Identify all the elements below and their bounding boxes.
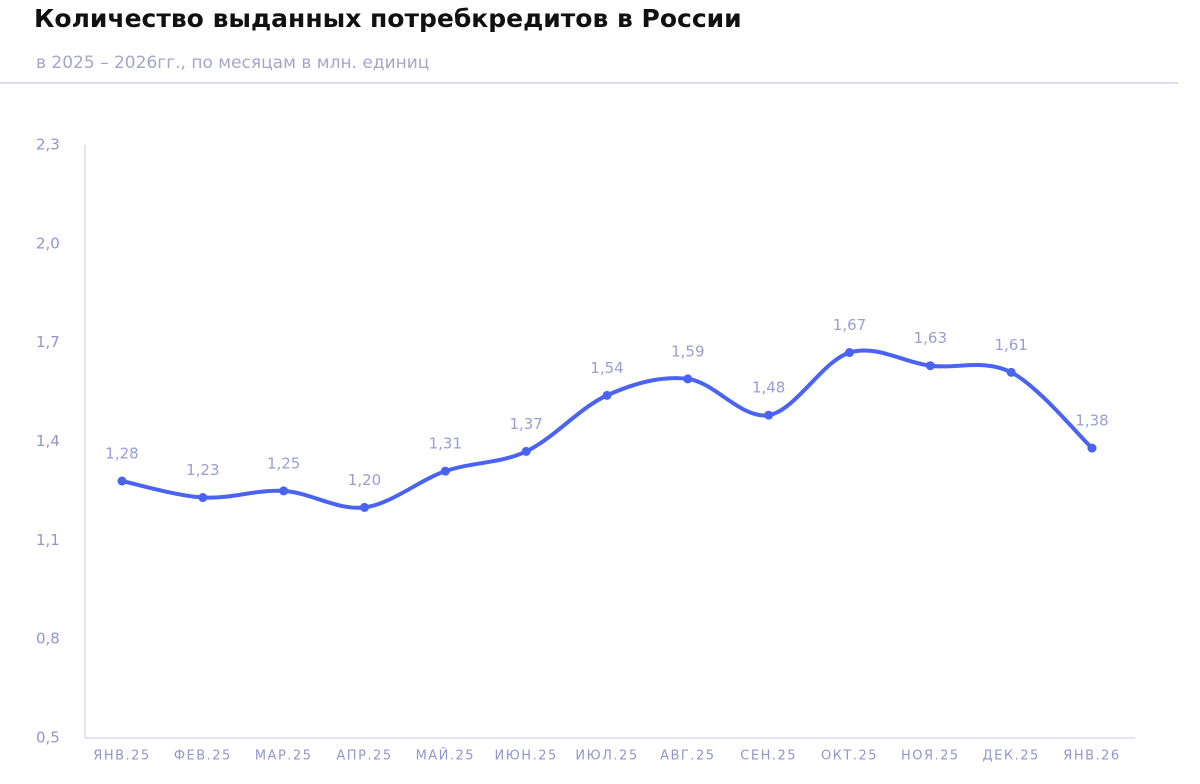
- x-tick-label: СЕН.25: [740, 749, 797, 764]
- value-label: 1,37: [509, 415, 542, 433]
- value-label: 1,63: [914, 329, 947, 347]
- y-tick-label: 0,5: [36, 729, 60, 747]
- x-tick-label: ЯНВ.26: [1063, 749, 1120, 764]
- value-label: 1,23: [186, 461, 219, 479]
- point: [1087, 443, 1097, 453]
- x-tick-label: НОЯ.25: [901, 749, 960, 764]
- y-tick-label: 2,0: [36, 234, 60, 252]
- y-tick-label: 1,4: [36, 432, 60, 450]
- x-tick-label: ИЮН.25: [495, 749, 558, 764]
- x-tick-label: ФЕВ.25: [174, 749, 232, 764]
- point: [764, 410, 774, 420]
- x-tick-label: АПР.25: [336, 749, 392, 764]
- value-label: 1,54: [590, 359, 623, 377]
- point: [925, 361, 935, 371]
- y-tick-label: 0,8: [36, 630, 60, 648]
- point: [198, 493, 208, 503]
- x-tick-label: ОКТ.25: [821, 749, 878, 764]
- chart-subtitle: в 2025 – 2026гг., по месяцам в млн. един…: [36, 53, 429, 73]
- y-tick-label: 2,3: [36, 136, 60, 154]
- point: [360, 502, 369, 512]
- y-tick-label: 1,7: [36, 333, 60, 351]
- value-label: 1,67: [833, 316, 866, 334]
- x-tick-label: МАЙ.25: [416, 748, 476, 764]
- x-tick-label: МАР.25: [255, 749, 313, 764]
- x-tick-label: АВГ.25: [660, 749, 715, 764]
- point: [1006, 367, 1016, 377]
- x-tick-label: ДЕК.25: [983, 749, 1040, 764]
- value-label: 1,38: [1075, 412, 1108, 430]
- point: [845, 348, 854, 358]
- point: [683, 374, 693, 384]
- point: [440, 466, 450, 476]
- point: [117, 476, 127, 486]
- value-label: 1,48: [752, 379, 785, 397]
- x-tick-label: ИЮЛ.25: [575, 749, 638, 764]
- chart-title: Количество выданных потребкредитов в Рос…: [34, 4, 742, 33]
- point: [602, 390, 612, 400]
- value-label: 1,31: [429, 435, 462, 453]
- y-tick-label: 1,1: [36, 531, 60, 549]
- value-label: 1,28: [105, 445, 138, 463]
- value-label: 1,25: [267, 454, 300, 472]
- point: [521, 446, 531, 456]
- value-label: 1,61: [994, 336, 1027, 354]
- point: [279, 486, 289, 496]
- x-tick-label: ЯНВ.25: [93, 749, 150, 764]
- value-label: 1,20: [348, 471, 381, 489]
- value-label: 1,59: [671, 342, 704, 360]
